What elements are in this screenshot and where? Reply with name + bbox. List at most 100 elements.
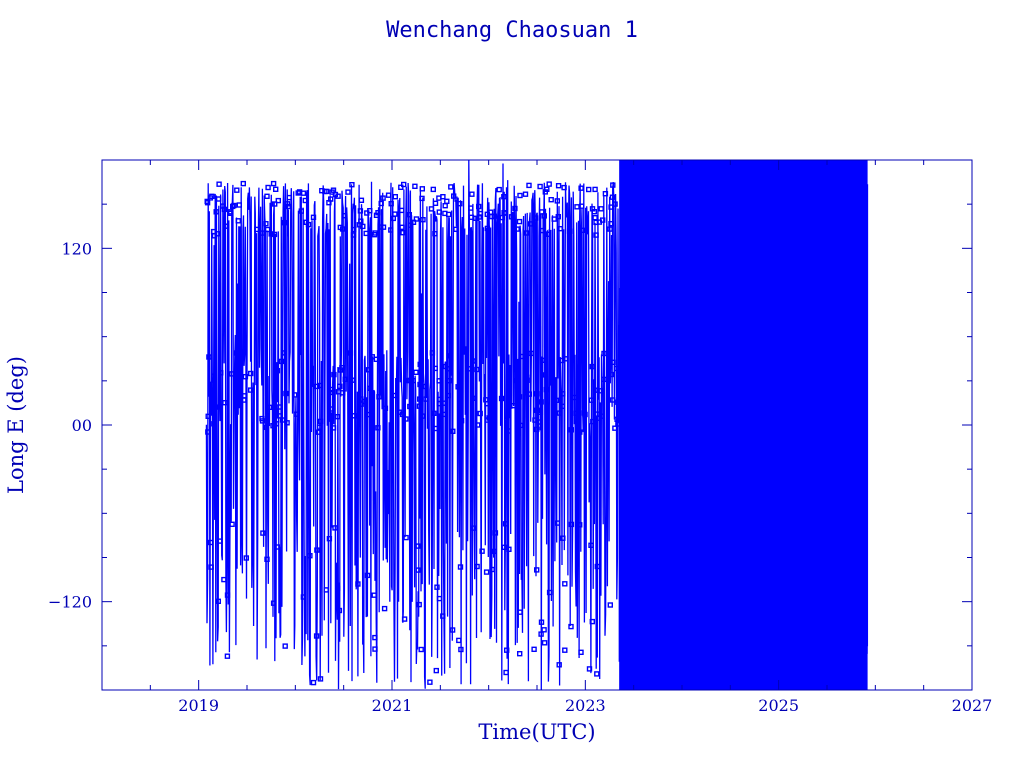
sample-point xyxy=(358,401,364,407)
sample-point xyxy=(369,354,375,360)
sample-point xyxy=(392,211,398,217)
sample-point xyxy=(598,206,604,212)
sample-point xyxy=(546,589,553,596)
sample-point xyxy=(594,563,600,570)
sample-point xyxy=(315,429,321,435)
sample-point xyxy=(410,219,417,226)
sample-point xyxy=(282,350,288,356)
sample-point xyxy=(329,386,335,393)
sample-point xyxy=(446,211,452,218)
sample-point xyxy=(542,189,548,195)
sample-point xyxy=(345,189,351,195)
sample-point xyxy=(601,350,607,357)
sample-point xyxy=(264,226,271,233)
sample-point xyxy=(224,653,231,659)
sample-point xyxy=(364,572,371,579)
sample-point xyxy=(514,226,520,232)
sample-point xyxy=(436,209,442,215)
sample-point xyxy=(337,383,343,389)
sample-point xyxy=(445,392,451,399)
sample-point xyxy=(486,415,492,421)
sample-point xyxy=(593,232,599,238)
sample-point xyxy=(221,576,227,583)
sample-point xyxy=(610,359,616,365)
sample-point xyxy=(211,377,218,383)
sample-point xyxy=(504,647,510,653)
sample-point xyxy=(423,396,429,402)
sample-point xyxy=(553,397,560,403)
sample-point xyxy=(227,209,233,215)
sample-point xyxy=(208,564,214,570)
sample-point xyxy=(496,186,502,193)
sample-point xyxy=(528,350,534,357)
sample-point xyxy=(247,387,254,393)
sample-point xyxy=(319,187,325,194)
sample-point xyxy=(598,388,604,394)
sample-point xyxy=(491,213,497,219)
sample-point xyxy=(602,190,609,197)
sample-point xyxy=(608,371,615,378)
sample-point xyxy=(228,371,235,377)
sample-point xyxy=(469,191,475,197)
sample-point xyxy=(532,215,539,221)
sample-point xyxy=(335,414,341,420)
sample-point xyxy=(416,601,422,608)
sample-point xyxy=(293,411,299,417)
sample-point xyxy=(537,183,543,190)
sample-point xyxy=(573,410,580,416)
sample-point xyxy=(229,521,235,527)
sample-point xyxy=(328,406,334,412)
sample-point xyxy=(254,226,260,233)
sample-point xyxy=(476,203,482,210)
sample-point xyxy=(268,231,274,237)
sample-point xyxy=(317,676,324,682)
sample-point xyxy=(367,385,373,391)
sample-point xyxy=(540,227,546,234)
sample-point xyxy=(513,377,519,384)
sample-point xyxy=(612,425,618,431)
sample-point xyxy=(609,397,616,403)
sample-point xyxy=(264,556,270,562)
sample-point xyxy=(568,623,574,630)
sample-point xyxy=(358,218,364,224)
sample-point xyxy=(418,646,424,653)
sample-point xyxy=(282,643,288,649)
sample-point xyxy=(448,353,454,359)
sample-point xyxy=(388,200,394,207)
x-tick-label: 2025 xyxy=(758,696,799,715)
sample-point xyxy=(241,397,247,403)
sample-point xyxy=(492,530,499,536)
sample-point xyxy=(323,587,329,593)
sample-point xyxy=(243,555,250,561)
sample-point xyxy=(470,395,476,401)
sample-point xyxy=(468,205,474,211)
sample-point xyxy=(588,542,594,548)
sample-point xyxy=(568,521,575,528)
sample-point xyxy=(608,220,614,227)
sample-point xyxy=(278,358,285,365)
data-layer xyxy=(204,160,869,690)
sample-point xyxy=(607,602,613,608)
sample-point xyxy=(592,387,598,393)
sample-point xyxy=(274,368,281,374)
sample-point xyxy=(502,521,509,527)
sample-point xyxy=(442,363,449,370)
dense-data-region xyxy=(619,160,868,690)
sample-point xyxy=(577,429,583,435)
sample-point xyxy=(431,410,437,416)
sample-point xyxy=(433,667,439,674)
sample-point xyxy=(365,411,371,418)
sample-point xyxy=(205,413,211,419)
sample-point xyxy=(385,192,392,198)
sample-point xyxy=(335,193,341,199)
sample-point xyxy=(406,211,412,218)
sample-point xyxy=(543,386,550,393)
sample-point xyxy=(216,181,222,187)
y-tick-label: 00 xyxy=(72,416,92,435)
sample-point xyxy=(376,394,382,400)
sample-point xyxy=(440,613,446,619)
sample-point xyxy=(432,200,439,207)
sample-point xyxy=(207,539,214,546)
